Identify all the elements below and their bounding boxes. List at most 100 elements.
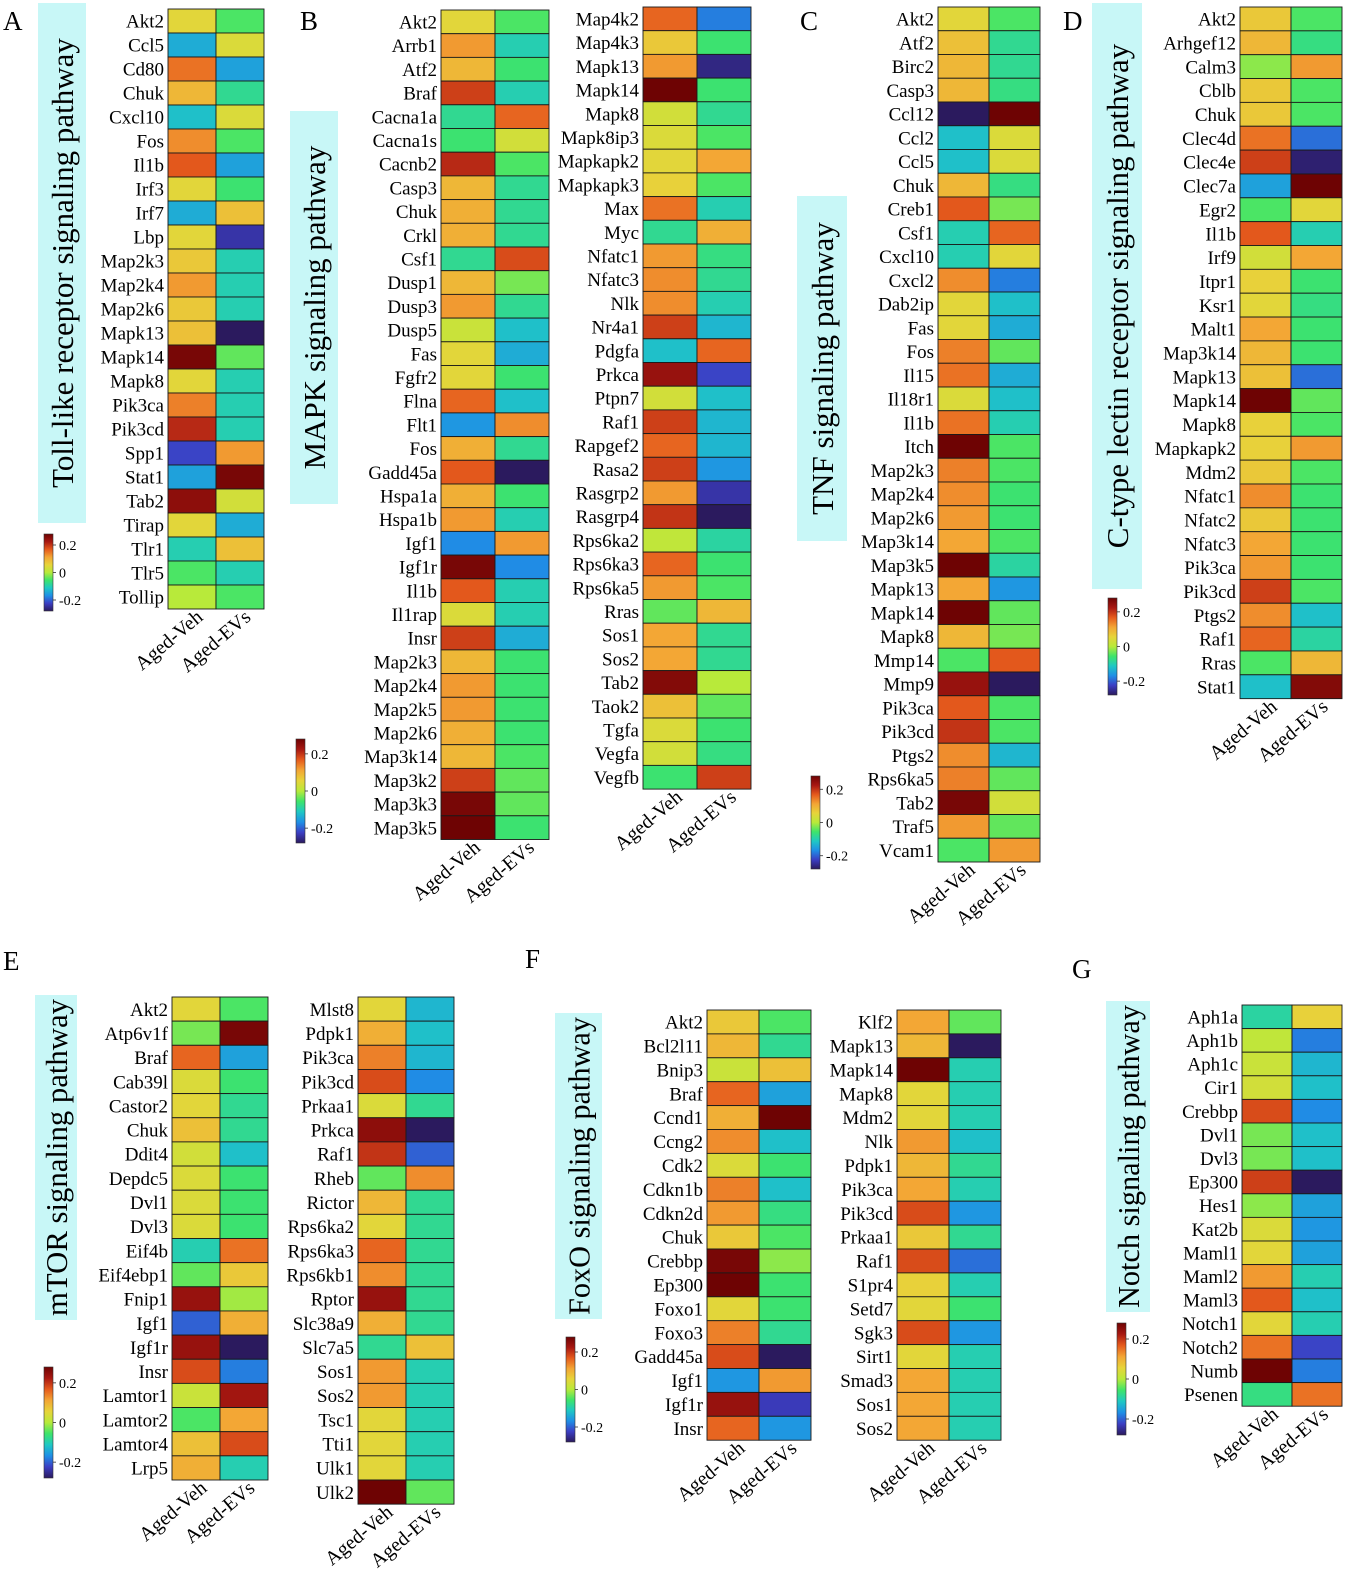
- heatmap-cell: [440, 744, 496, 769]
- heatmap-cell: [1290, 650, 1343, 676]
- heatmap-cell: [948, 1344, 1002, 1369]
- gene-label: Crebbp: [647, 1252, 703, 1273]
- gene-label: Rasa2: [593, 460, 639, 481]
- heatmap-cell: [1241, 1334, 1293, 1360]
- heatmap-cell: [167, 248, 217, 274]
- gene-label: Cir1: [1204, 1078, 1238, 1099]
- gene-label: Rps6ka5: [868, 770, 935, 791]
- heatmap-cell: [405, 1117, 455, 1143]
- title-highlight: [38, 3, 86, 523]
- heatmap-cell: [357, 1407, 407, 1433]
- heatmap-cell: [642, 741, 698, 766]
- heatmap-cell: [440, 507, 496, 532]
- gene-label: Rheb: [314, 1169, 354, 1190]
- gene-label: Itpr1: [1199, 272, 1236, 293]
- heatmap-cell: [937, 576, 990, 602]
- heatmap-cell: [405, 1189, 455, 1215]
- gene-label: Crebbp: [1182, 1102, 1238, 1123]
- gene-label: Pik3cd: [840, 1204, 893, 1225]
- heatmap-cell: [357, 1117, 407, 1143]
- heatmap-cell: [494, 151, 550, 177]
- heatmap-cell: [988, 196, 1041, 222]
- gene-label: Max: [604, 199, 639, 220]
- heatmap-cell: [1241, 1216, 1293, 1242]
- heatmap-cell: [642, 622, 698, 648]
- heatmap-cell: [1239, 578, 1292, 604]
- heatmap-cell: [988, 315, 1041, 340]
- heatmap-cell: [1241, 1287, 1293, 1313]
- gene-label: Atf2: [899, 33, 934, 54]
- gene-label: Map3k5: [871, 556, 934, 577]
- gene-label: Igf1r: [665, 1395, 704, 1416]
- heatmap-cell: [937, 196, 990, 222]
- heatmap-cell: [494, 649, 550, 675]
- colorbar-tick-label: 0: [581, 1384, 588, 1399]
- heatmap-cell: [696, 101, 752, 126]
- heatmap-cell: [642, 148, 698, 174]
- gene-label: Rasgrp2: [576, 483, 639, 504]
- heatmap-cell: [167, 488, 217, 514]
- gene-label: Gadd45a: [368, 463, 437, 484]
- heatmap-cell: [988, 552, 1041, 578]
- gene-label: Rapgef2: [575, 436, 639, 457]
- heatmap-cell: [219, 1189, 269, 1215]
- heatmap-cell: [1239, 340, 1292, 366]
- heatmap-cell: [1239, 197, 1292, 223]
- heatmap-cell: [988, 647, 1041, 673]
- gene-label: Csf1: [898, 223, 934, 244]
- gene-label: Dvl3: [1200, 1149, 1238, 1170]
- gene-label: Lamtor2: [103, 1410, 168, 1431]
- heatmap-cell: [988, 837, 1041, 863]
- heatmap-cell: [758, 1081, 812, 1107]
- gene-label: Sos1: [856, 1395, 893, 1416]
- gene-label: Psenen: [1184, 1385, 1238, 1406]
- heatmap-cell: [171, 1310, 221, 1336]
- heatmap-cell: [988, 410, 1041, 435]
- heatmap-cell: [948, 1368, 1002, 1393]
- heatmap-cell: [440, 80, 496, 106]
- colorbar-tick-label: -0.2: [1132, 1413, 1154, 1428]
- heatmap-cell: [706, 1224, 760, 1250]
- heatmap-cell: [219, 1431, 269, 1457]
- gene-label: Pdgfa: [595, 341, 640, 362]
- gene-label: Stat1: [125, 468, 164, 489]
- gene-label: Eif4b: [126, 1241, 168, 1262]
- panel-a: A Toll-like receptor signaling pathway Akt…: [3, 3, 265, 677]
- heatmap-cell: [758, 1296, 812, 1322]
- gene-label: Nfatc1: [1184, 487, 1236, 508]
- heatmap-cell: [219, 1141, 269, 1167]
- heatmap-cell: [1239, 507, 1292, 533]
- gene-label: Ptgs2: [1194, 606, 1236, 627]
- chart-title: FoxO signaling pathway: [562, 1017, 597, 1315]
- heatmap-cell: [758, 1248, 812, 1274]
- heatmap-cell: [937, 315, 990, 340]
- heatmap-cell: [642, 480, 698, 506]
- heatmap-cell: [494, 128, 550, 153]
- heatmap-cell: [948, 1081, 1002, 1107]
- heatmap-cell: [948, 1152, 1002, 1178]
- title-highlight: [35, 995, 77, 1320]
- heatmap-cell: [357, 1358, 407, 1384]
- heatmap-cell: [706, 1368, 760, 1393]
- gene-label: Cxcl10: [879, 247, 934, 268]
- heatmap-cell: [357, 1310, 407, 1336]
- heatmap-cell: [696, 717, 752, 743]
- heatmap-cell: [988, 695, 1041, 720]
- colorbar: 0.2 0 -0.2: [43, 533, 81, 612]
- heatmap-cell: [896, 1344, 950, 1369]
- gene-label: Il1rap: [392, 605, 437, 626]
- heatmap-cell: [357, 1479, 407, 1505]
- gene-label: Lrp5: [131, 1459, 168, 1480]
- gene-label: Slc7a5: [302, 1338, 354, 1359]
- heatmap-cell: [696, 172, 752, 198]
- gene-label: Kat2b: [1192, 1220, 1238, 1241]
- heatmap-cell: [440, 554, 496, 580]
- heatmap-cell: [167, 32, 217, 58]
- colorbar: 0.2 0 -0.2: [1116, 1322, 1154, 1436]
- heatmap-cell: [1290, 578, 1343, 604]
- gene-label: Hspa1b: [379, 510, 437, 531]
